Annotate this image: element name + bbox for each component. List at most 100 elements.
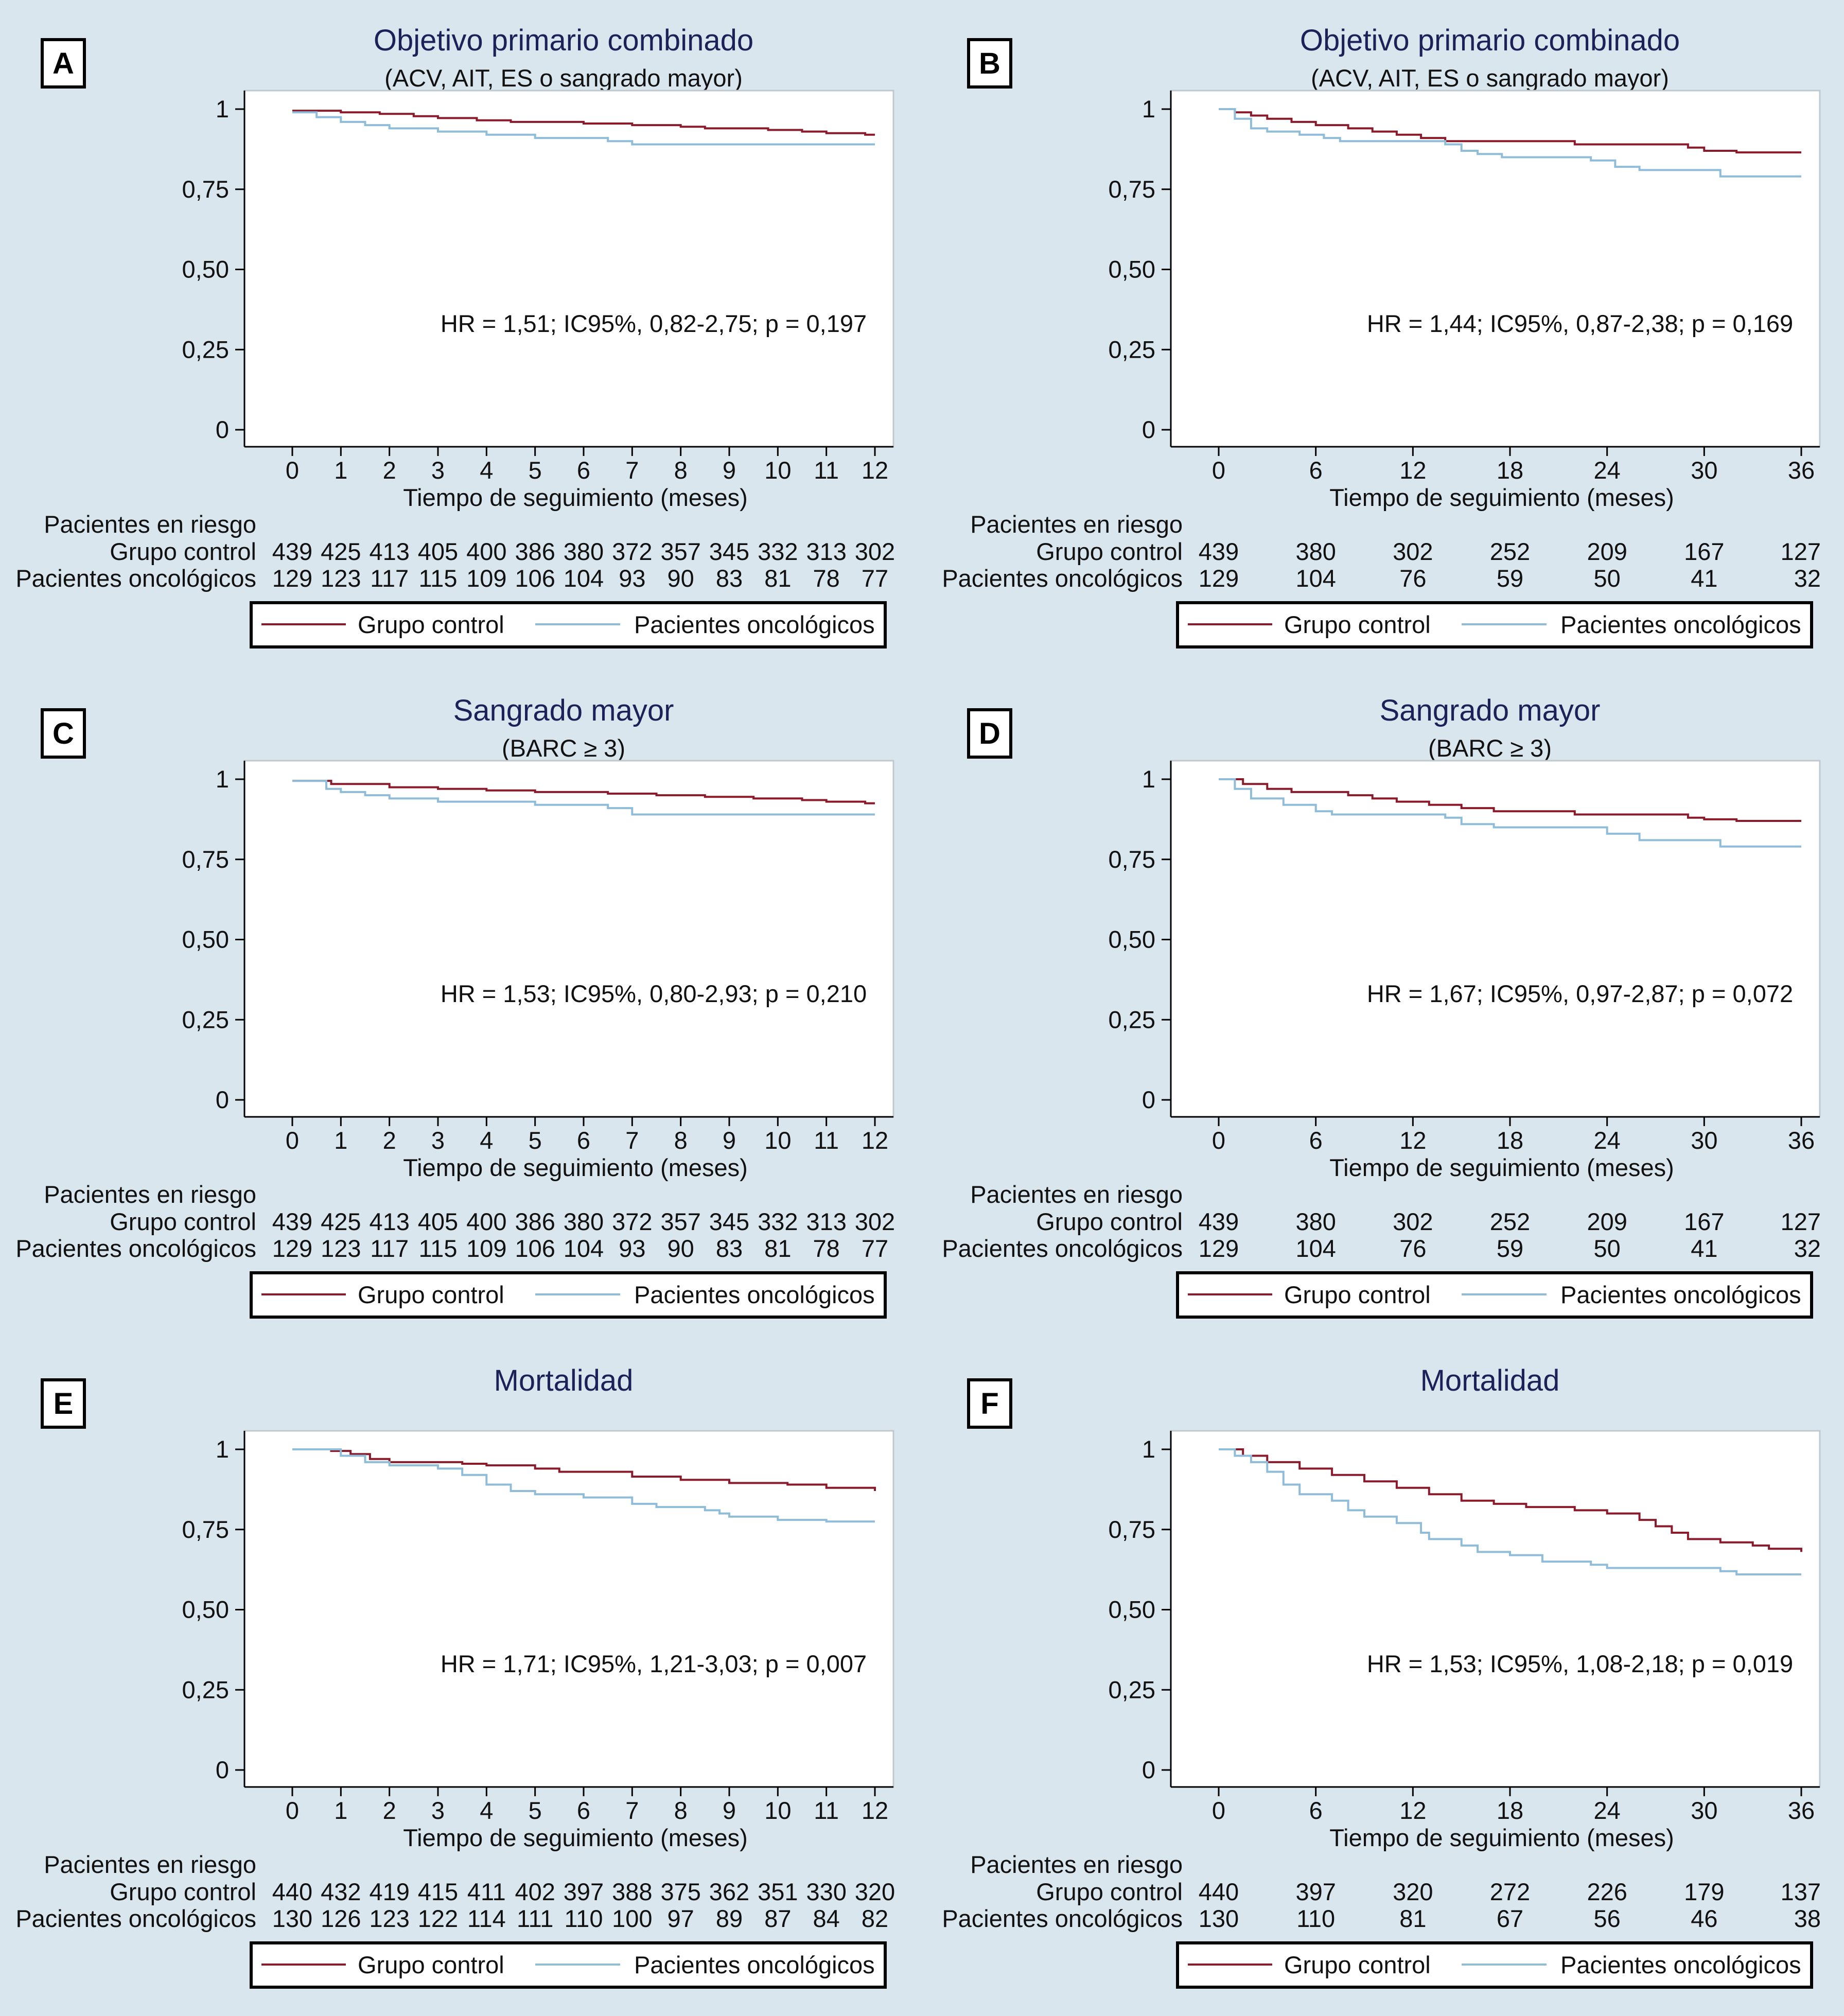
y-tick-label: 1 [1142,765,1155,793]
risk-table-header: Pacientes en riesgo [970,1851,1183,1878]
risk-value: 439 [272,1208,312,1235]
panel-letter: B [979,47,1000,80]
risk-value: 415 [418,1878,458,1905]
risk-value: 76 [1399,565,1426,592]
risk-value: 209 [1587,538,1627,565]
chart-title: Mortalidad [1420,1364,1560,1397]
risk-row-label: Grupo control [110,1208,256,1235]
x-tick-label: 9 [723,1127,736,1154]
risk-value: 419 [369,1878,409,1905]
risk-value: 123 [369,1905,409,1932]
x-tick-label: 0 [1212,1127,1225,1154]
risk-value: 313 [806,538,846,565]
x-tick-label: 5 [529,1797,542,1824]
series-line-pacientes-oncologicos [292,780,875,816]
risk-value: 400 [466,538,506,565]
series-line-pacientes-oncologicos [1219,1448,1801,1575]
x-tick-label: 5 [529,1127,542,1154]
risk-value: 362 [709,1878,749,1905]
y-tick-label: 0 [216,1086,229,1113]
x-tick-label: 6 [577,1127,590,1154]
legend-label-pacientes-oncologicos: Pacientes oncológicos [634,1951,875,1978]
legend-label-grupo-control: Grupo control [358,1281,504,1308]
plot-area [1170,90,1821,448]
panel-d: D Sangrado mayor (BARC ≥ 3) 1 0,75 0,50 0,25 0 0… [942,694,1821,1319]
x-tick-label: 30 [1691,1127,1717,1154]
risk-value: 330 [806,1878,846,1905]
risk-value: 122 [418,1905,458,1932]
risk-value: 129 [1199,1235,1239,1262]
risk-value: 106 [515,1235,555,1262]
x-tick-label: 2 [383,1797,396,1824]
risk-value: 440 [272,1878,312,1905]
risk-value: 400 [466,1208,506,1235]
risk-value: 302 [1393,538,1433,565]
series-line-grupo-control [292,110,875,136]
x-tick-label: 4 [480,1797,493,1824]
risk-value: 83 [716,565,743,592]
x-tick-label: 0 [286,1797,299,1824]
risk-value: 129 [272,1235,312,1262]
x-axis-label: Tiempo de seguimiento (meses) [1329,1824,1674,1851]
x-tick-label: 6 [1309,1127,1323,1154]
risk-value: 302 [855,1208,895,1235]
risk-value: 104 [1295,565,1336,592]
x-axis-label: Tiempo de seguimiento (meses) [403,484,748,511]
series-line-pacientes-oncologicos [292,1448,875,1523]
risk-row-label: Grupo control [110,1878,256,1905]
x-tick-label: 11 [814,1127,839,1154]
y-tick-label: 1 [216,1435,229,1463]
risk-value: 432 [321,1878,361,1905]
risk-value: 302 [1393,1208,1433,1235]
x-tick-label: 11 [814,457,839,484]
risk-value: 90 [668,565,694,592]
y-tick-label: 0,75 [1109,1516,1155,1543]
risk-value: 123 [321,565,361,592]
y-tick-label: 1 [1142,1435,1155,1463]
panel-letter-box [967,38,1012,89]
x-tick-label: 10 [764,1797,791,1824]
y-tick-label: 0,25 [1109,1676,1155,1703]
y-tick-label: 1 [1142,95,1155,122]
risk-value: 380 [564,1208,604,1235]
risk-value: 272 [1490,1878,1530,1905]
x-tick-label: 0 [286,1127,299,1154]
panel-letter: C [52,717,74,750]
panel-f: F Mortalidad 1 0,75 0,50 0,25 0 0 6 12 18 24 30 36 Tie… [942,1364,1821,1989]
risk-value: 167 [1684,538,1724,565]
legend-label-pacientes-oncologicos: Pacientes oncológicos [634,1281,875,1308]
x-tick-label: 6 [577,457,590,484]
risk-value: 388 [612,1878,652,1905]
risk-value: 123 [321,1235,361,1262]
x-tick-label: 6 [1309,1797,1323,1824]
risk-value: 380 [1295,538,1336,565]
risk-value: 81 [1399,1905,1426,1932]
risk-value: 380 [564,538,604,565]
risk-value: 320 [1393,1878,1433,1905]
x-tick-label: 9 [723,1797,736,1824]
risk-value: 411 [467,1878,506,1905]
y-tick-label: 0,25 [1109,1006,1155,1033]
risk-value: 130 [272,1905,312,1932]
risk-value: 77 [862,565,888,592]
risk-value: 413 [369,1208,409,1235]
y-tick-label: 0,25 [1109,336,1155,363]
risk-value: 332 [758,1208,798,1235]
legend-label-grupo-control: Grupo control [358,1951,504,1978]
risk-value: 313 [806,1208,846,1235]
risk-value: 357 [660,538,700,565]
x-tick-label: 18 [1497,1127,1523,1154]
risk-value: 439 [1199,538,1239,565]
y-tick-label: 0,50 [1109,1596,1155,1623]
x-tick-label: 0 [1212,457,1225,484]
risk-value: 59 [1497,565,1523,592]
x-tick-label: 18 [1497,457,1523,484]
risk-value: 115 [419,565,458,592]
plot-area [1170,760,1821,1118]
risk-value: 90 [668,1235,694,1262]
risk-row-label: Pacientes oncológicos [15,1235,256,1262]
series-line-grupo-control [1219,1448,1802,1552]
x-axis-label: Tiempo de seguimiento (meses) [403,1824,748,1851]
risk-value: 100 [612,1905,652,1932]
